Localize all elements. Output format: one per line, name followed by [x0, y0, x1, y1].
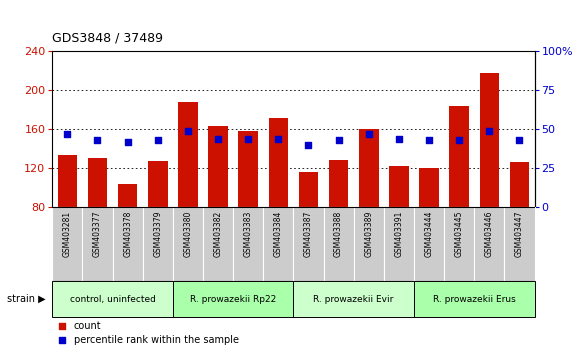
- Bar: [263, 207, 293, 281]
- Bar: [203, 207, 233, 281]
- Text: GSM403379: GSM403379: [153, 211, 162, 257]
- Point: [183, 128, 192, 133]
- Point: [93, 137, 102, 143]
- Bar: [510, 162, 529, 207]
- Bar: [299, 172, 318, 207]
- Text: R. prowazekii Rp22: R. prowazekii Rp22: [190, 295, 276, 304]
- Text: GDS3848 / 37489: GDS3848 / 37489: [52, 31, 163, 44]
- Bar: [414, 281, 535, 317]
- Bar: [414, 207, 444, 281]
- Point: [515, 137, 524, 143]
- Bar: [143, 207, 173, 281]
- Text: GSM403445: GSM403445: [455, 211, 464, 257]
- Point: [454, 137, 464, 143]
- Point: [424, 137, 433, 143]
- Text: GSM403384: GSM403384: [274, 211, 283, 257]
- Bar: [324, 207, 354, 281]
- Bar: [389, 166, 408, 207]
- Bar: [293, 281, 414, 317]
- Bar: [449, 106, 469, 207]
- Bar: [329, 160, 349, 207]
- Bar: [268, 118, 288, 207]
- Bar: [58, 155, 77, 207]
- Text: percentile rank within the sample: percentile rank within the sample: [74, 335, 239, 345]
- Point: [376, 121, 386, 127]
- Point: [376, 249, 386, 255]
- Text: GSM403444: GSM403444: [425, 211, 433, 257]
- Bar: [113, 207, 143, 281]
- Bar: [233, 207, 263, 281]
- Text: R. prowazekii Evir: R. prowazekii Evir: [314, 295, 394, 304]
- Point: [123, 139, 132, 144]
- Text: GSM403383: GSM403383: [243, 211, 253, 257]
- Text: GSM403377: GSM403377: [93, 211, 102, 257]
- Text: strain ▶: strain ▶: [7, 294, 45, 304]
- Point: [485, 128, 494, 133]
- Text: GSM403281: GSM403281: [63, 211, 72, 257]
- Text: GSM403391: GSM403391: [394, 211, 403, 257]
- Point: [213, 136, 223, 141]
- Bar: [173, 207, 203, 281]
- Text: GSM403380: GSM403380: [184, 211, 192, 257]
- Bar: [444, 207, 474, 281]
- Bar: [118, 184, 138, 207]
- Bar: [474, 207, 504, 281]
- Bar: [238, 131, 258, 207]
- Point: [243, 136, 253, 141]
- Text: GSM403378: GSM403378: [123, 211, 132, 257]
- Text: R. prowazekii Erus: R. prowazekii Erus: [433, 295, 515, 304]
- Bar: [293, 207, 324, 281]
- Bar: [83, 207, 113, 281]
- Text: count: count: [74, 321, 102, 331]
- Bar: [178, 102, 198, 207]
- Bar: [354, 207, 384, 281]
- Bar: [52, 207, 83, 281]
- Bar: [504, 207, 535, 281]
- Text: GSM403382: GSM403382: [214, 211, 223, 257]
- Point: [63, 131, 72, 137]
- Bar: [88, 159, 107, 207]
- Text: GSM403388: GSM403388: [334, 211, 343, 257]
- Text: GSM403447: GSM403447: [515, 211, 524, 257]
- Bar: [359, 129, 379, 207]
- Bar: [148, 161, 167, 207]
- Text: GSM403389: GSM403389: [364, 211, 373, 257]
- Bar: [384, 207, 414, 281]
- Point: [304, 142, 313, 148]
- Point: [153, 137, 163, 143]
- Text: GSM403446: GSM403446: [485, 211, 494, 257]
- Point: [364, 131, 374, 137]
- Point: [274, 136, 283, 141]
- Point: [334, 137, 343, 143]
- Bar: [52, 281, 173, 317]
- Text: control, uninfected: control, uninfected: [70, 295, 156, 304]
- Point: [394, 136, 404, 141]
- Bar: [173, 281, 293, 317]
- Bar: [208, 126, 228, 207]
- Bar: [479, 73, 499, 207]
- Text: GSM403387: GSM403387: [304, 211, 313, 257]
- Bar: [419, 168, 439, 207]
